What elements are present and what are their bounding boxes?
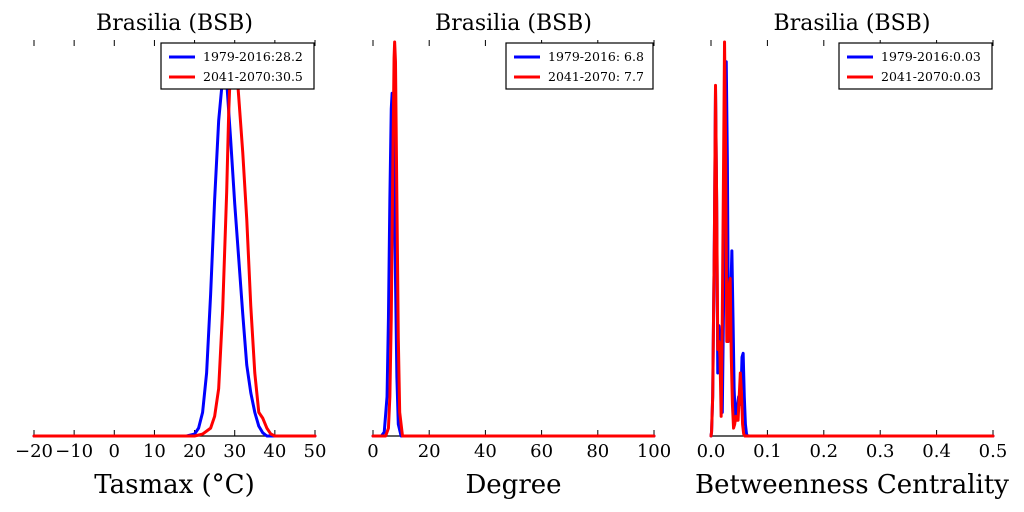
chart-panel-1: Brasilia (BSB) −20 −10 0 10 20 30 40 50 Tasmax (°… xyxy=(15,11,326,500)
legend: 1979-2016:0.03 2041-2070:0.03 xyxy=(838,42,993,90)
x-axis-label: Betweenness Centrality xyxy=(695,470,1009,500)
legend-box xyxy=(505,42,654,90)
x-axis-label: Tasmax (°C) xyxy=(94,470,254,500)
x-tick-label: 0.4 xyxy=(922,441,951,462)
chart-panel-3: Brasilia (BSB) 0.0 0.1 0.2 0.3 0.4 0.5 Betweenn… xyxy=(695,11,1009,500)
x-tick-label: 20 xyxy=(183,441,206,462)
x-tick-label: 80 xyxy=(586,441,609,462)
series-line-future xyxy=(371,40,656,438)
x-tick-label: 40 xyxy=(263,441,286,462)
chart-title: Brasilia (BSB) xyxy=(96,11,253,36)
x-tick-label: 20 xyxy=(418,441,441,462)
legend-label: 1979-2016: 6.8 xyxy=(548,49,644,64)
legend-box xyxy=(838,42,993,90)
x-tick-label: 0.1 xyxy=(753,441,782,462)
x-tick-label: 10 xyxy=(143,441,166,462)
legend-box xyxy=(160,42,315,90)
legend: 1979-2016:28.2 2041-2070:30.5 xyxy=(160,42,315,90)
series-line-baseline xyxy=(32,72,317,438)
series-line-baseline xyxy=(709,60,995,438)
x-tick-label: 50 xyxy=(304,441,327,462)
x-tick-label: 40 xyxy=(474,441,497,462)
x-axis-label: Degree xyxy=(465,470,561,500)
chart-title: Brasilia (BSB) xyxy=(774,11,931,36)
x-tick-label: 0 xyxy=(109,441,120,462)
x-tick-label: −20 xyxy=(15,441,53,462)
x-tick-label: 30 xyxy=(223,441,246,462)
x-tick-label: 0.2 xyxy=(809,441,838,462)
x-tick-label: 100 xyxy=(637,441,671,462)
chart-panel-2: Brasilia (BSB) 0 20 40 60 80 100 Degree 1979-201… xyxy=(367,11,671,500)
x-tick-label: 0.0 xyxy=(697,441,726,462)
legend-label: 2041-2070: 7.7 xyxy=(548,69,644,84)
x-tick-label: 0.5 xyxy=(979,441,1008,462)
x-tick-label: −10 xyxy=(55,441,93,462)
legend-label: 1979-2016:0.03 xyxy=(881,49,981,64)
legend-label: 2041-2070:0.03 xyxy=(881,69,981,84)
legend-label: 1979-2016:28.2 xyxy=(203,49,303,64)
legend-label: 2041-2070:30.5 xyxy=(203,69,303,84)
x-tick-label: 0 xyxy=(367,441,378,462)
legend: 1979-2016: 6.8 2041-2070: 7.7 xyxy=(505,42,654,90)
x-tick-label: 0.3 xyxy=(866,441,895,462)
x-tick-label: 60 xyxy=(530,441,553,462)
series-line-future xyxy=(709,40,995,438)
chart-title: Brasilia (BSB) xyxy=(435,11,592,36)
series-line-future xyxy=(32,44,317,438)
series-line-baseline xyxy=(371,91,656,438)
